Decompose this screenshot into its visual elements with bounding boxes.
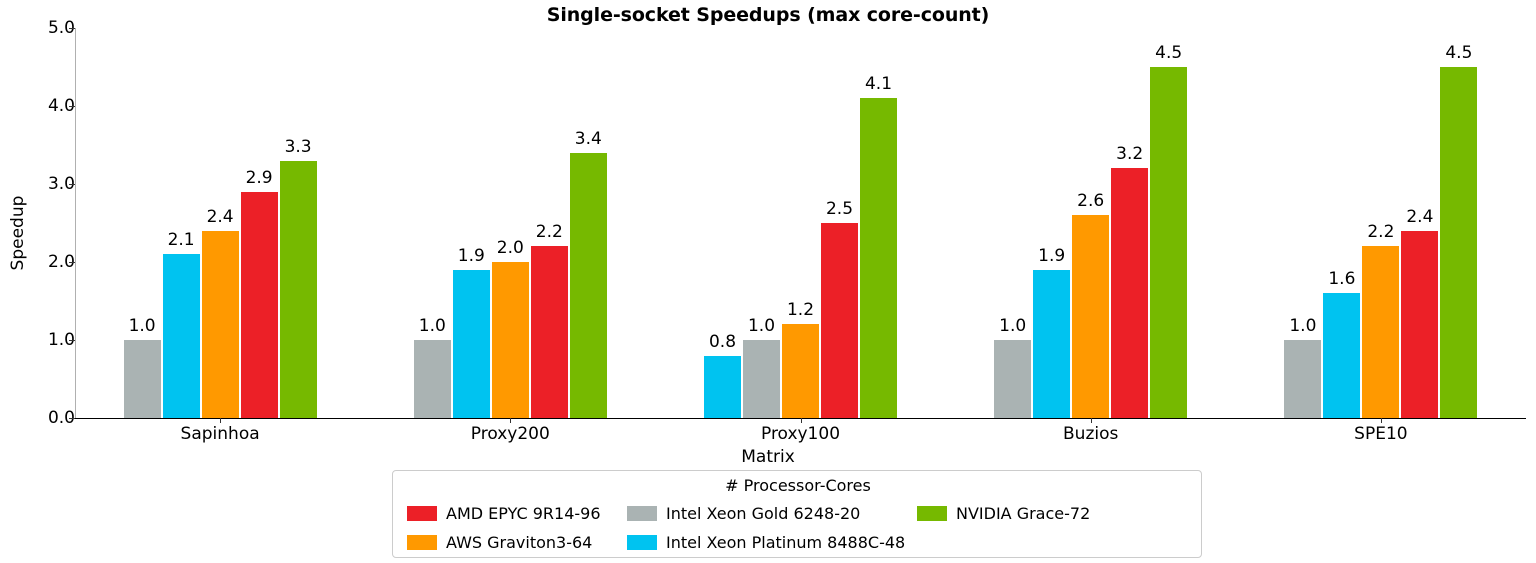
bar	[569, 152, 607, 418]
bar	[452, 269, 490, 418]
y-tick-label: 3.0	[47, 174, 75, 194]
bar	[530, 246, 568, 418]
bar	[1150, 67, 1188, 418]
legend: # Processor-Cores AMD EPYC 9R14-96 Intel …	[392, 470, 1202, 558]
y-tick-label: 4.0	[47, 96, 75, 116]
bar-value-label: 1.0	[747, 316, 776, 336]
legend-item[interactable]: Intel Xeon Gold 6248-20	[627, 499, 917, 528]
y-tick-mark	[69, 106, 75, 107]
x-axis-title: Matrix	[741, 447, 795, 467]
bar	[860, 98, 897, 418]
bar	[1362, 246, 1400, 418]
bar	[279, 160, 317, 418]
x-tick-mark	[510, 418, 512, 423]
bar	[240, 191, 278, 418]
y-tick-mark	[69, 184, 75, 185]
y-axis: Speedup 0.0 1.0 2.0 3.0 4.0 5.0	[0, 0, 75, 563]
y-tick-label: 2.0	[47, 252, 75, 272]
chart-title: Single-socket Speedups (max core-count)	[546, 4, 990, 26]
x-tick-label: Sapinhoa	[180, 424, 260, 444]
y-axis-spine	[75, 28, 76, 418]
bar-value-label: 3.3	[284, 136, 312, 157]
bar	[782, 324, 819, 418]
legend-item[interactable]: NVIDIA Grace-72	[917, 499, 1191, 528]
bar-value-label: 1.9	[1038, 245, 1066, 266]
bar	[994, 340, 1032, 418]
x-tick-mark	[800, 418, 802, 423]
x-tick-label: Proxy100	[760, 424, 841, 444]
bar	[821, 223, 858, 418]
y-tick-label: 0.0	[47, 408, 75, 428]
y-tick-mark	[69, 28, 75, 29]
legend-color-swatch	[407, 535, 437, 550]
legend-item[interactable]: AMD EPYC 9R14-96	[407, 499, 627, 528]
bar	[1323, 293, 1361, 418]
y-tick-label: 5.0	[47, 18, 75, 38]
bar-value-label: 2.1	[167, 230, 195, 251]
bar-value-label: 1.9	[457, 245, 485, 266]
bar-value-label: 3.2	[1116, 144, 1144, 165]
bar	[743, 340, 780, 418]
legend-label: Intel Xeon Gold 6248-20	[666, 504, 861, 523]
legend-label: Intel Xeon Platinum 8488C-48	[666, 533, 906, 552]
bar-value-label: 1.6	[1328, 269, 1356, 290]
bar	[413, 340, 451, 418]
bar	[1072, 215, 1110, 418]
y-tick-mark	[69, 418, 75, 419]
legend-color-swatch	[917, 506, 947, 521]
legend-title: # Processor-Cores	[725, 476, 871, 495]
bar-value-label: 2.9	[245, 167, 273, 188]
bar-value-label: 1.0	[418, 316, 446, 336]
legend-entries: AMD EPYC 9R14-96 Intel Xeon Gold 6248-20 N…	[407, 499, 1191, 557]
legend-label: AMD EPYC 9R14-96	[446, 504, 601, 523]
bar	[1401, 230, 1439, 418]
bar-value-label: 1.0	[128, 316, 156, 336]
bar-value-label: 1.0	[999, 316, 1027, 336]
bar-value-label: 1.0	[1289, 316, 1317, 336]
x-tick-mark	[1090, 418, 1092, 423]
bar-value-label: 2.4	[206, 206, 234, 227]
y-tick-label: 1.0	[47, 330, 75, 350]
y-tick-mark	[69, 340, 75, 341]
bar-value-label: 4.5	[1445, 43, 1473, 63]
bar-value-label: 4.5	[1155, 43, 1183, 63]
bar	[162, 254, 200, 418]
bar	[123, 340, 161, 418]
legend-item[interactable]: Intel Xeon Platinum 8488C-48	[627, 528, 917, 557]
bar-value-label: 2.0	[496, 238, 524, 258]
bar-value-label: 2.2	[1367, 222, 1395, 243]
legend-color-swatch	[627, 506, 657, 521]
legend-color-swatch	[407, 506, 437, 521]
legend-color-swatch	[627, 535, 657, 550]
bar	[704, 355, 741, 418]
y-axis-title: Speedup	[8, 195, 28, 271]
x-tick-label: Proxy200	[470, 424, 550, 444]
x-tick-label: SPE10	[1354, 424, 1408, 444]
bar	[1111, 168, 1149, 418]
bar	[201, 230, 239, 418]
bar-value-label: 2.2	[535, 222, 563, 243]
legend-label: NVIDIA Grace-72	[956, 504, 1091, 523]
bar-value-label: 0.8	[708, 331, 737, 352]
bar-value-label: 3.4	[574, 128, 602, 149]
plot-area: 1.0 2.1 2.4 2.9 3.3 1.0 1.9 2.0 2.2 3.4 0.8 1.0 1.2 2…	[75, 28, 1526, 418]
bar-value-label: 1.2	[786, 300, 815, 321]
y-tick-mark	[69, 262, 75, 263]
bar	[1033, 269, 1071, 418]
bar-value-label: 4.1	[864, 74, 893, 95]
bar-value-label: 2.4	[1406, 206, 1434, 227]
bar	[1284, 340, 1322, 418]
bar	[491, 262, 529, 418]
bar-value-label: 2.6	[1077, 191, 1105, 212]
legend-label: AWS Graviton3-64	[446, 533, 593, 552]
x-tick-mark	[220, 418, 222, 423]
legend-item[interactable]: AWS Graviton3-64	[407, 528, 627, 557]
x-tick-label: Buzios	[1063, 424, 1119, 444]
bar	[1440, 67, 1478, 418]
x-tick-mark	[1380, 418, 1382, 423]
bar-value-label: 2.5	[825, 199, 854, 219]
